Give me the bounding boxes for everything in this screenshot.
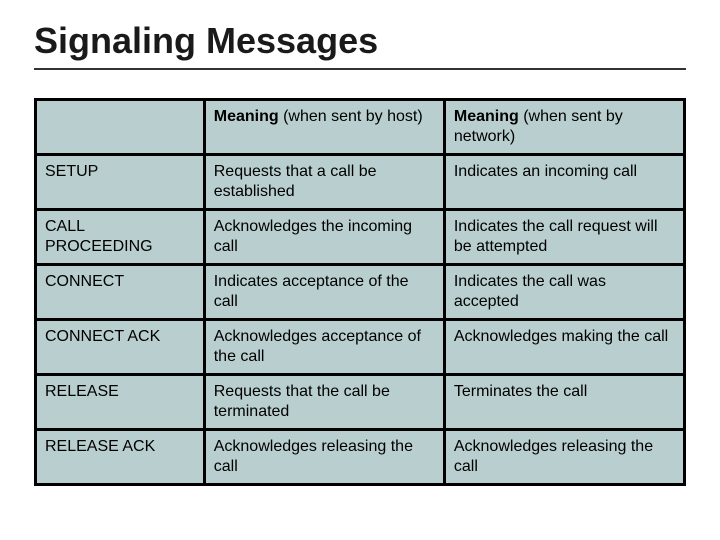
table-cell: CONNECT [36,265,205,320]
table-cell: Acknowledges acceptance of the call [204,320,444,375]
table-cell: RELEASE [36,375,205,430]
table-cell: Acknowledges making the call [444,320,684,375]
table-header-cell: Meaning (when sent by host) [204,100,444,155]
page-title: Signaling Messages [34,20,686,62]
table-body: SETUP Requests that a call be establishe… [36,155,685,485]
table-row: RELEASE ACK Acknowledges releasing the c… [36,430,685,485]
slide: Signaling Messages Meaning (when sent by… [0,0,720,540]
signaling-table: Meaning (when sent by host) Meaning (whe… [34,98,686,486]
table-cell: CONNECT ACK [36,320,205,375]
table-header-row: Meaning (when sent by host) Meaning (whe… [36,100,685,155]
table-cell: CALL PROCEEDING [36,210,205,265]
table-cell: Terminates the call [444,375,684,430]
table-cell: Indicates the call request will be attem… [444,210,684,265]
table-cell: Requests that a call be established [204,155,444,210]
title-wrap: Signaling Messages [34,20,686,70]
table-row: CALL PROCEEDING Acknowledges the incomin… [36,210,685,265]
table-cell: RELEASE ACK [36,430,205,485]
table-cell: Acknowledges the incoming call [204,210,444,265]
table-row: CONNECT ACK Acknowledges acceptance of t… [36,320,685,375]
table-row: RELEASE Requests that the call be termin… [36,375,685,430]
table-cell: SETUP [36,155,205,210]
table-cell: Acknowledges releasing the call [444,430,684,485]
table-row: CONNECT Indicates acceptance of the call… [36,265,685,320]
table-header-cell [36,100,205,155]
table-cell: Indicates an incoming call [444,155,684,210]
table-cell: Acknowledges releasing the call [204,430,444,485]
table-cell: Indicates the call was accepted [444,265,684,320]
table-cell: Indicates acceptance of the call [204,265,444,320]
table-header-cell: Meaning (when sent by network) [444,100,684,155]
table-row: SETUP Requests that a call be establishe… [36,155,685,210]
table-cell: Requests that the call be terminated [204,375,444,430]
